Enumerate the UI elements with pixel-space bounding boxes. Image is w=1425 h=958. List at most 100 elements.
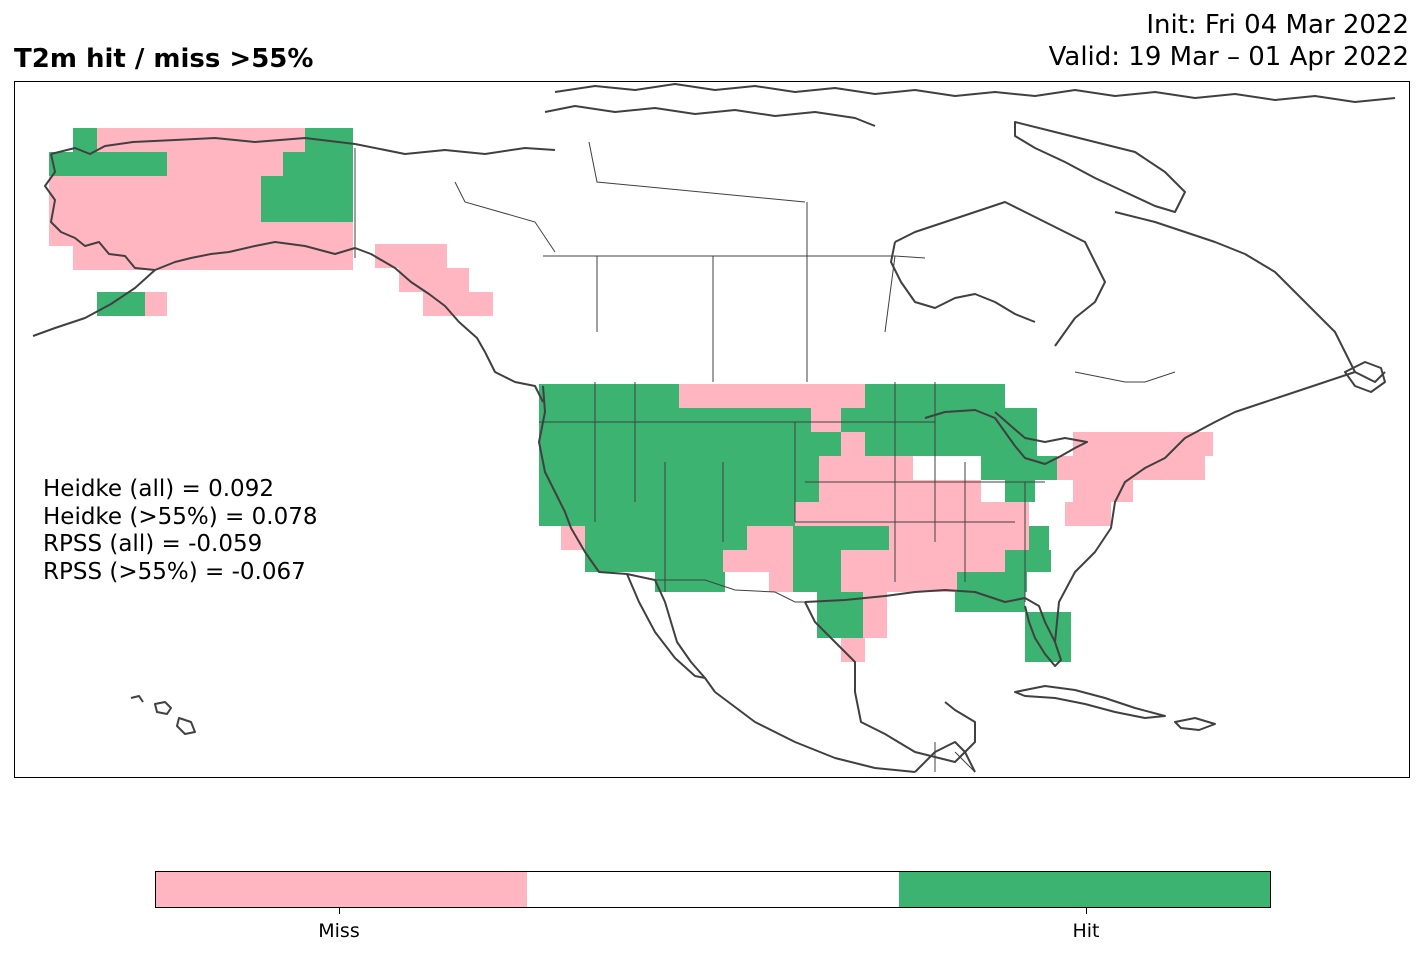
coastline-pacific-canada xyxy=(484,351,544,403)
hit-cell xyxy=(539,384,585,408)
miss-cell xyxy=(773,384,865,408)
colorbar-miss-segment xyxy=(156,872,528,907)
hit-cell xyxy=(865,432,911,456)
hit-cell xyxy=(701,480,783,502)
coastline-us-east xyxy=(1054,371,1386,643)
miss-cell xyxy=(73,246,353,270)
coastline-florida xyxy=(1024,597,1062,667)
miss-cell xyxy=(841,550,865,572)
hit-cell xyxy=(655,550,723,572)
coastline-baja xyxy=(626,573,706,679)
hit-cell xyxy=(655,572,725,592)
init-date: Init: Fri 04 Mar 2022 xyxy=(1146,10,1409,40)
coastline-hispaniola xyxy=(1174,717,1216,731)
miss-cell xyxy=(49,176,261,222)
hit-cell xyxy=(957,432,1037,456)
miss-cell xyxy=(889,456,913,480)
hit-cell xyxy=(793,526,889,550)
miss-cell xyxy=(865,550,959,572)
hit-cell xyxy=(793,550,841,572)
border-us-canada xyxy=(543,255,1176,383)
valid-period: Valid: 19 Mar – 01 Apr 2022 xyxy=(1048,42,1409,72)
hit-cell xyxy=(1037,456,1057,480)
miss-cell xyxy=(145,292,167,316)
heidke-55: Heidke (>55%) = 0.078 xyxy=(43,503,318,530)
colorbar-tick-miss xyxy=(339,908,340,914)
border-canadian-provinces xyxy=(454,141,896,382)
coastline-hawaii xyxy=(130,695,196,735)
coastline-newfoundland xyxy=(1344,361,1386,393)
hit-cell xyxy=(1029,526,1049,550)
hit-cell xyxy=(585,526,655,550)
miss-cell xyxy=(863,612,887,638)
hit-cell xyxy=(49,152,121,176)
miss-cell xyxy=(911,572,957,592)
border-us-mexico xyxy=(655,579,805,603)
hit-cell xyxy=(1005,480,1035,502)
coastline-gulf-north xyxy=(804,589,1026,603)
hit-cell xyxy=(655,526,747,550)
political-borders xyxy=(354,141,1176,773)
hit-cell xyxy=(793,572,841,592)
hit-cell xyxy=(723,502,795,526)
miss-cell xyxy=(841,638,865,662)
verification-cells xyxy=(49,128,1213,662)
hit-cell xyxy=(283,152,353,176)
colorbar-tick-hit xyxy=(1086,908,1087,914)
hit-cell xyxy=(1005,550,1051,572)
hit-cell xyxy=(609,456,701,502)
hit-cell xyxy=(731,432,811,456)
miss-cell xyxy=(399,268,469,292)
miss-cell xyxy=(819,480,889,502)
hit-cell xyxy=(817,592,863,612)
miss-cell xyxy=(863,592,887,612)
rpss-55: RPSS (>55%) = -0.067 xyxy=(43,558,306,585)
coastline-great-lakes xyxy=(924,409,1088,465)
coastline-alaska-west xyxy=(44,153,486,353)
colorbar-label-miss: Miss xyxy=(318,920,360,942)
hit-cell xyxy=(539,456,609,502)
hit-cell xyxy=(121,152,167,176)
miss-cell xyxy=(889,526,1029,550)
hit-cell xyxy=(539,502,561,526)
miss-cell xyxy=(811,408,841,432)
miss-cell xyxy=(723,550,793,572)
hit-cell xyxy=(701,456,783,480)
rpss-all: RPSS (all) = -0.059 xyxy=(43,531,263,557)
miss-cell xyxy=(819,456,889,480)
map-canvas xyxy=(32,83,1396,773)
coastline-hudson-bay-west xyxy=(890,241,1036,323)
hit-cell xyxy=(957,572,1027,592)
hit-cell xyxy=(817,612,863,638)
miss-cell xyxy=(747,526,793,550)
heidke-all: Heidke (all) = 0.092 xyxy=(43,476,274,502)
miss-cell xyxy=(841,572,911,592)
hit-cell xyxy=(121,292,145,316)
miss-cell xyxy=(49,222,73,246)
colorbar-neutral-segment xyxy=(527,872,899,907)
coastline-labrador xyxy=(1114,211,1356,373)
coastline-cuba xyxy=(1014,685,1166,719)
coastline-central-america xyxy=(914,741,976,773)
coastline-alaska xyxy=(50,137,556,155)
hit-cell xyxy=(783,480,819,502)
hit-cell xyxy=(679,432,731,456)
miss-cell xyxy=(73,222,353,246)
border-central-america xyxy=(934,742,976,773)
hit-cell xyxy=(563,408,679,456)
miss-cell xyxy=(769,572,793,592)
hit-cell xyxy=(585,384,679,408)
coastline-us-west xyxy=(538,385,716,693)
hit-cell xyxy=(981,456,1037,480)
hit-cell xyxy=(955,592,1025,612)
colorbar-label-hit: Hit xyxy=(1072,920,1100,942)
hit-cell xyxy=(539,408,563,456)
colorbar-hit-segment xyxy=(898,872,1270,907)
miss-cell xyxy=(841,432,865,456)
miss-cell xyxy=(1065,502,1111,526)
coastline-gulf xyxy=(804,601,976,763)
hit-cell xyxy=(783,456,819,480)
miss-cell xyxy=(1057,456,1205,480)
miss-cell xyxy=(1073,432,1213,456)
skill-scores: Heidke (all) = 0.092 Heidke (>55%) = 0.0… xyxy=(43,476,317,586)
